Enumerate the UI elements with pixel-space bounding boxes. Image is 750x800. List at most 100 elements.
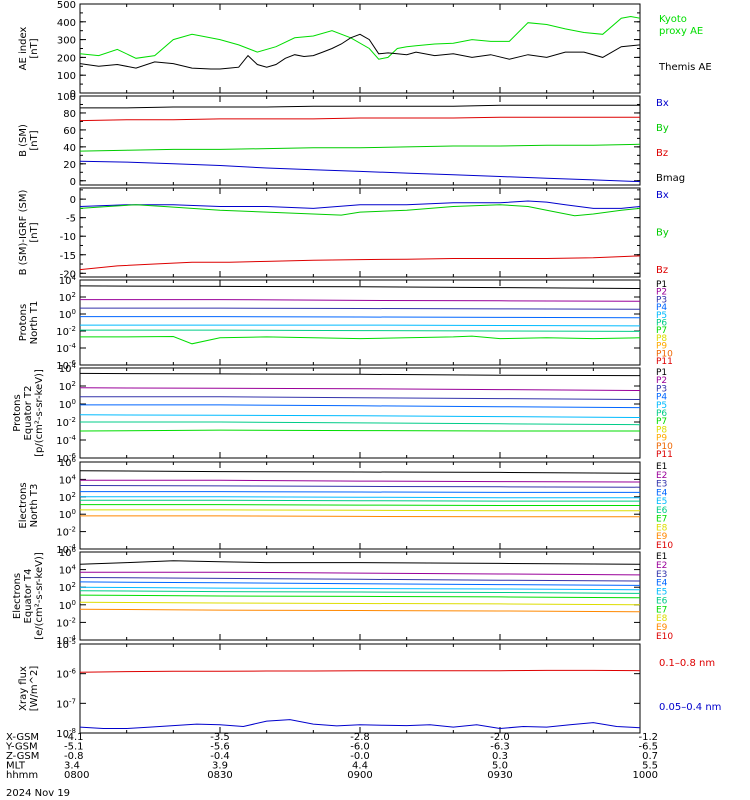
footer-value: 3.9: [212, 761, 228, 772]
series-line-e8: [80, 509, 640, 512]
footer-value: -0.8: [64, 751, 84, 762]
panel-7: 10-4 10-2 100 102 104 106 ElectronsEquator T4[…: [12, 546, 673, 647]
series-line-e3: [80, 485, 640, 488]
series-line-by: [80, 143, 640, 152]
y-axis-label: ElectronsNorth T3: [18, 482, 40, 528]
series-line-e2: [80, 479, 640, 483]
footer-value: 4.4: [352, 761, 368, 772]
panel-2: 0 20 40 60 80 100 B (SM)[nT] Bx By Bz Bmag: [18, 92, 685, 188]
footer-value: 0900: [347, 770, 372, 781]
legend-label: E4: [656, 579, 668, 589]
footer-value: -6.0: [350, 742, 370, 753]
footer-value: -5.6: [210, 742, 230, 753]
series-line-p3: [80, 396, 640, 400]
y-tick-label: 400: [57, 18, 76, 29]
legend-label: E8: [656, 523, 668, 533]
series-line-e7: [80, 504, 640, 506]
legend-label: P4: [656, 303, 667, 313]
series-line-0-1-0-8-nm: [80, 669, 640, 673]
footer-value: -2.0: [490, 732, 510, 743]
y-tick-label: -15: [60, 251, 76, 262]
footer-value: 0830: [207, 770, 232, 781]
y-axis-label: Xray flux[W/m^2]: [18, 666, 40, 712]
footer-row-label: Y-GSM: [5, 742, 38, 753]
panel-8: 10-8 10-7 10-6 10-5 Xray flux[W/m^2] 0.1–0.8 …: [18, 638, 721, 740]
y-tick-label: -5: [66, 214, 76, 225]
legend-label: Bmag: [656, 173, 685, 184]
legend-label: Bz: [656, 265, 668, 276]
legend-label: P3: [656, 384, 667, 394]
y-tick-label: 10-6: [56, 452, 76, 465]
panel-frame: [79, 643, 641, 734]
series-line-bmag: [80, 104, 640, 109]
footer-value: -6.5: [638, 742, 658, 753]
legend-label: Bx: [656, 190, 669, 201]
legend-label: P10: [656, 442, 673, 452]
series-line-p3: [80, 307, 640, 310]
series-line-p6: [80, 421, 640, 426]
legend-label: E3: [656, 480, 667, 490]
y-tick-label: 500: [57, 0, 76, 11]
y-tick-label: 104: [59, 473, 77, 486]
footer-value: -0.4: [210, 751, 230, 762]
y-axis-label: ProtonsEquator T2[p/(cm²-s-sr-keV)]: [12, 369, 45, 457]
series-line-0-05-0-4-nm: [80, 719, 640, 730]
y-tick-label: 40: [63, 143, 76, 154]
legend-label: E7: [656, 515, 667, 525]
legend-label: P5: [656, 401, 667, 411]
legend-label: P2: [656, 376, 667, 386]
series-line-bx: [80, 200, 640, 209]
legend-label: E10: [656, 632, 673, 642]
legend-label: P8: [656, 334, 667, 344]
y-tick-label: 10-4: [56, 434, 76, 447]
y-tick-label: -20: [60, 269, 76, 280]
series-line-e4: [80, 491, 640, 493]
legend-label: P9: [656, 342, 667, 352]
series-line-by: [80, 204, 640, 217]
y-tick-label: 10-2: [56, 526, 76, 539]
legend-label: E8: [656, 614, 668, 624]
series-line-e1: [80, 470, 640, 474]
legend-label: By: [656, 228, 669, 239]
legend-label: P7: [656, 326, 667, 336]
legend-label: E7: [656, 605, 667, 615]
series-line-kyoto-proxy-ae: [80, 15, 640, 60]
footer-value: 0930: [487, 770, 512, 781]
legend-label: E3: [656, 570, 667, 580]
footer-value: 0.7: [642, 751, 658, 762]
footer-row-label: Z-GSM: [6, 751, 39, 762]
legend-label: E6: [656, 506, 668, 516]
y-tick-label: 0: [70, 177, 76, 188]
footer-row-label: hhmm: [6, 770, 38, 781]
footer-row-label: X-GSM: [6, 732, 39, 743]
legend-label: P4: [656, 393, 667, 403]
series-line-p2: [80, 299, 640, 302]
legend-label: E2: [656, 561, 667, 571]
series-line-e3: [80, 577, 640, 582]
series-line-bz: [80, 255, 640, 271]
y-tick-label: 102: [59, 491, 76, 504]
legend-label: P6: [656, 409, 667, 419]
legend-label: P11: [656, 357, 673, 367]
footer-value: 1000: [633, 770, 658, 781]
series-line-themis-ae: [80, 33, 640, 70]
series-line-p1: [80, 285, 640, 289]
footer-row-label: MLT: [6, 761, 26, 772]
footer-value: -1.2: [638, 732, 658, 743]
y-tick-label: 10-4: [56, 342, 76, 355]
legend-label: P6: [656, 319, 667, 329]
y-tick-label: 10-6: [56, 359, 76, 372]
legend-label: E10: [656, 541, 673, 551]
series-line-p6: [80, 329, 640, 332]
legend-label: E4: [656, 488, 668, 498]
y-tick-label: 10-7: [56, 697, 76, 710]
y-axis-label: AE index[nT]: [18, 27, 40, 71]
legend-label: P11: [656, 450, 673, 460]
panel-3: -20 -15 -10 -5 0 B (SM)-IGRF (SM)[nT] Bx By Bz: [18, 187, 669, 280]
legend-label: P10: [656, 349, 673, 359]
series-line-p4: [80, 404, 640, 409]
footer-value: 0.3: [492, 751, 508, 762]
legend-label: Kyoto proxy AE: [659, 14, 703, 37]
